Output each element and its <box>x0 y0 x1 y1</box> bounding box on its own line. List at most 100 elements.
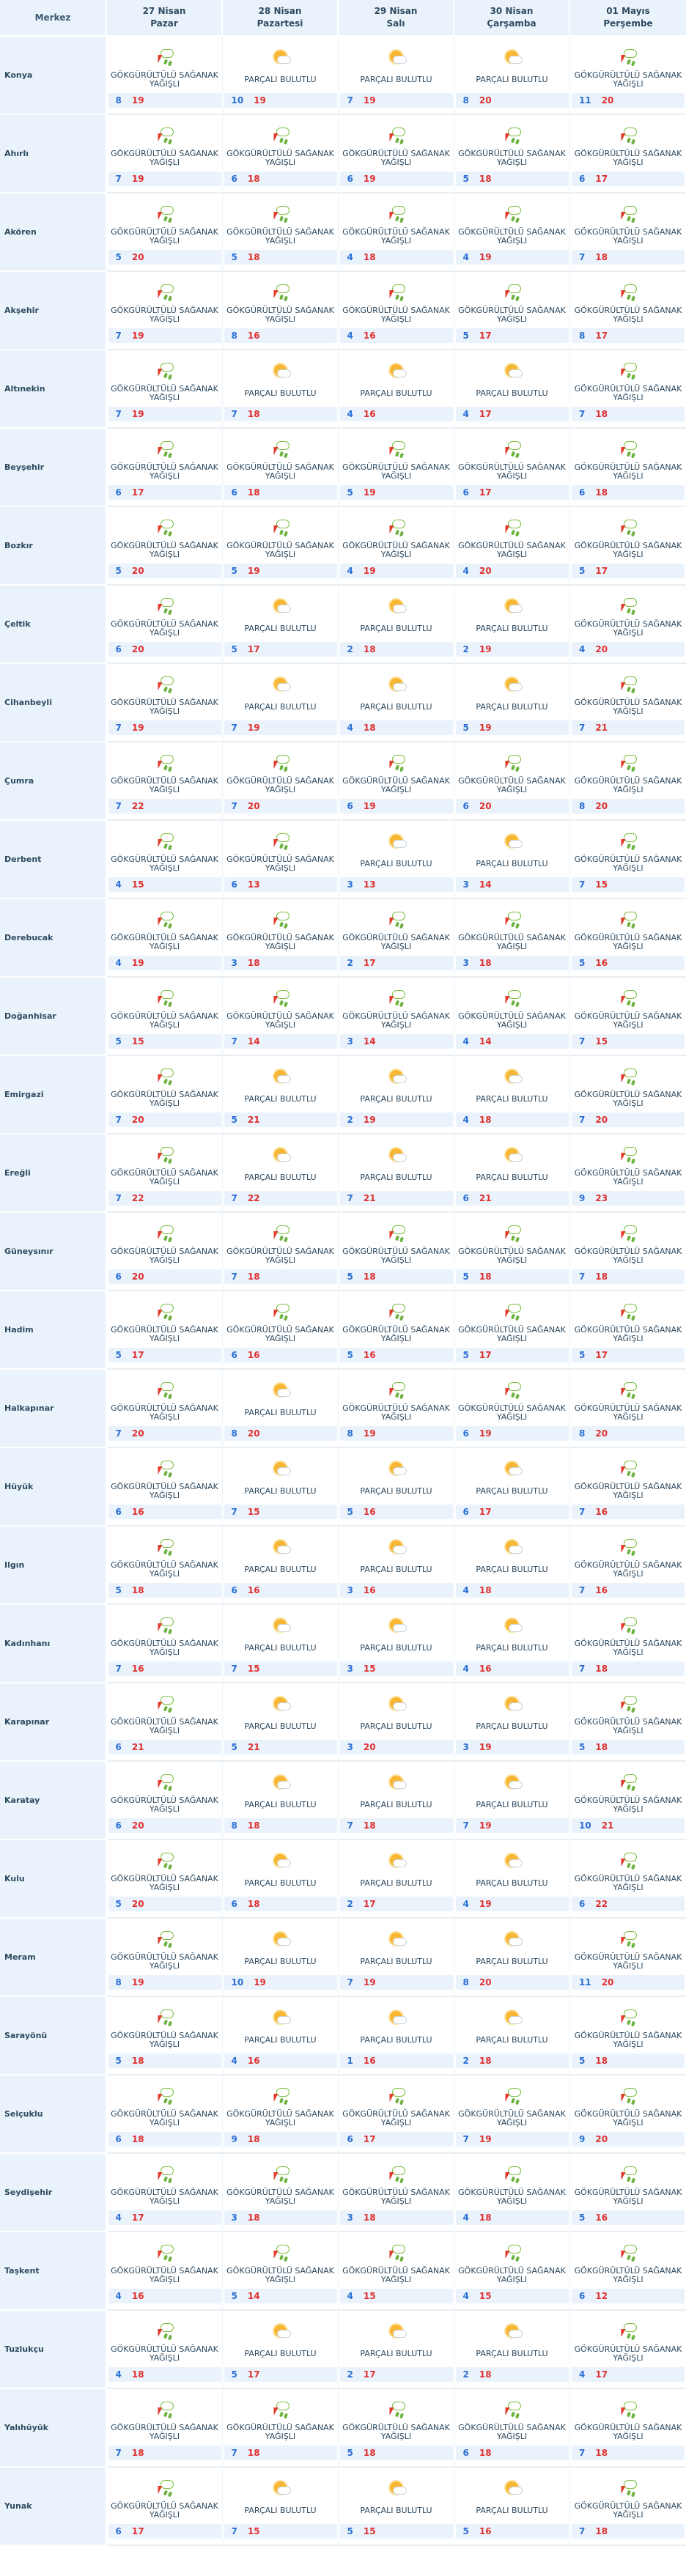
forecast-cell: PARÇALI BULUTLU 7 15 <box>223 2468 339 2546</box>
condition-text: PARÇALI BULUTLU <box>476 2349 548 2358</box>
city-name[interactable]: Tuzlukçu <box>0 2311 107 2389</box>
forecast-cell: GÖKGÜRÜLTÜLÜ SAĞANAK YAĞIŞLI 5 18 <box>570 1683 686 1762</box>
condition-text: PARÇALI BULUTLU <box>476 1486 548 1496</box>
forecast-cell: GÖKGÜRÜLTÜLÜ SAĞANAK YAĞIŞLI 8 16 <box>223 272 339 350</box>
thunderstorm-icon <box>618 2086 638 2106</box>
temperature-bar: 5 14 <box>224 2289 337 2303</box>
condition-text: GÖKGÜRÜLTÜLÜ SAĞANAK YAĞIŞLI <box>111 776 218 794</box>
forecast-cell: PARÇALI BULUTLU 4 16 <box>339 350 454 429</box>
max-temp: 19 <box>479 723 492 733</box>
city-name[interactable]: Güneysınır <box>0 1213 107 1291</box>
city-name[interactable]: Sarayönü <box>0 1997 107 2075</box>
max-temp: 16 <box>363 331 376 341</box>
city-name[interactable]: Ereğli <box>0 1134 107 1213</box>
max-temp: 19 <box>479 252 492 262</box>
city-name[interactable]: Halkapınar <box>0 1370 107 1448</box>
max-temp: 20 <box>479 801 492 811</box>
max-temp: 17 <box>131 2526 144 2536</box>
forecast-cell: GÖKGÜRÜLTÜLÜ SAĞANAK YAĞIŞLI 6 17 <box>107 2468 223 2546</box>
city-name[interactable]: Hadim <box>0 1291 107 1370</box>
table-row: Halkapınar GÖKGÜRÜLTÜLÜ SAĞANAK YAĞIŞLI 7 2… <box>0 1370 686 1448</box>
forecast-cell: PARÇALI BULUTLU 8 20 <box>454 1919 570 1997</box>
city-name[interactable]: Ilgın <box>0 1527 107 1605</box>
max-temp: 18 <box>479 2369 492 2380</box>
forecast-cell: GÖKGÜRÜLTÜLÜ SAĞANAK YAĞIŞLI 7 19 <box>107 350 223 429</box>
min-temp: 3 <box>462 1742 469 1752</box>
city-name[interactable]: Çumra <box>0 742 107 821</box>
temperature-bar: 6 17 <box>572 171 685 186</box>
max-temp: 18 <box>363 2213 376 2223</box>
forecast-cell: GÖKGÜRÜLTÜLÜ SAĞANAK YAĞIŞLI 6 20 <box>107 1213 223 1291</box>
thunderstorm-icon <box>270 2399 291 2420</box>
city-name[interactable]: Kulu <box>0 1840 107 1919</box>
max-temp: 18 <box>479 1585 492 1595</box>
city-name[interactable]: Konya <box>0 37 107 115</box>
min-temp: 5 <box>115 1350 122 1360</box>
max-temp: 18 <box>595 2448 608 2458</box>
city-name[interactable]: Karapınar <box>0 1683 107 1762</box>
city-name[interactable]: Beyşehir <box>0 429 107 507</box>
header-weekday: Perşembe <box>603 18 653 29</box>
city-name[interactable]: Emirgazi <box>0 1056 107 1134</box>
min-temp: 5 <box>231 2291 237 2301</box>
city-name[interactable]: Akören <box>0 193 107 272</box>
temperature-bar: 2 19 <box>339 1112 453 1127</box>
thunderstorm-icon <box>155 1302 175 1322</box>
header-day: 28 Nisan Pazartesi <box>223 0 339 37</box>
city-name[interactable]: Çeltik <box>0 586 107 664</box>
max-temp: 16 <box>479 1664 492 1674</box>
temperature-bar: 6 20 <box>108 1818 221 1833</box>
thunderstorm-icon <box>386 1302 407 1322</box>
forecast-cell: GÖKGÜRÜLTÜLÜ SAĞANAK YAĞIŞLI 6 20 <box>107 586 223 664</box>
city-name[interactable]: Yunak <box>0 2468 107 2546</box>
min-temp: 5 <box>347 1350 353 1360</box>
forecast-cell: PARÇALI BULUTLU 2 18 <box>454 1997 570 2075</box>
city-name[interactable]: Derbent <box>0 821 107 899</box>
city-name[interactable]: Yalıhüyük <box>0 2389 107 2468</box>
city-name[interactable]: Hüyük <box>0 1448 107 1527</box>
forecast-cell: PARÇALI BULUTLU 3 15 <box>339 1605 454 1683</box>
max-temp: 20 <box>595 801 608 811</box>
condition-text: GÖKGÜRÜLTÜLÜ SAĞANAK YAĞIŞLI <box>458 149 566 167</box>
forecast-cell: PARÇALI BULUTLU 4 16 <box>223 1997 339 2075</box>
min-temp: 4 <box>462 1899 469 1909</box>
city-name[interactable]: Akşehir <box>0 272 107 350</box>
forecast-cell: PARÇALI BULUTLU 5 17 <box>223 586 339 664</box>
city-name[interactable]: Ahırlı <box>0 115 107 193</box>
thunderstorm-icon <box>270 2243 291 2263</box>
thunderstorm-icon <box>618 1145 638 1165</box>
city-name[interactable]: Seydişehir <box>0 2154 107 2232</box>
city-name[interactable]: Karatay <box>0 1762 107 1840</box>
city-name[interactable]: Altınekin <box>0 350 107 429</box>
city-name[interactable]: Doğanhisar <box>0 978 107 1056</box>
temperature-bar: 7 15 <box>224 1505 337 1519</box>
max-temp: 16 <box>247 1585 260 1595</box>
city-name[interactable]: Bozkır <box>0 507 107 586</box>
condition-text: GÖKGÜRÜLTÜLÜ SAĞANAK YAĞIŞLI <box>342 2266 450 2284</box>
forecast-cell: PARÇALI BULUTLU 10 19 <box>223 37 339 115</box>
city-name[interactable]: Cihanbeyli <box>0 664 107 742</box>
city-name[interactable]: Derebucak <box>0 899 107 978</box>
city-name[interactable]: Meram <box>0 1919 107 1997</box>
city-name[interactable]: Selçuklu <box>0 2075 107 2154</box>
temperature-bar: 5 17 <box>455 1348 569 1362</box>
forecast-cell: GÖKGÜRÜLTÜLÜ SAĞANAK YAĞIŞLI 5 17 <box>570 1291 686 1370</box>
forecast-cell: GÖKGÜRÜLTÜLÜ SAĞANAK YAĞIŞLI 5 18 <box>107 1997 223 2075</box>
thunderstorm-icon <box>270 909 291 930</box>
temperature-bar: 9 18 <box>224 2132 337 2147</box>
city-name[interactable]: Taşkent <box>0 2232 107 2311</box>
temperature-bar: 5 16 <box>572 2210 685 2225</box>
min-temp: 2 <box>347 1899 353 1909</box>
condition-text: PARÇALI BULUTLU <box>476 1565 548 1574</box>
condition-text: GÖKGÜRÜLTÜLÜ SAĞANAK YAĞIŞLI <box>574 1325 682 1343</box>
condition-text: GÖKGÜRÜLTÜLÜ SAĞANAK YAĞIŞLI <box>458 2266 566 2284</box>
temperature-bar: 5 18 <box>339 1269 453 1284</box>
thunderstorm-icon <box>618 753 638 773</box>
condition-text: GÖKGÜRÜLTÜLÜ SAĞANAK YAĞIŞLI <box>111 698 218 716</box>
partly-cloudy-icon <box>502 596 523 616</box>
min-temp: 6 <box>115 2134 122 2144</box>
min-temp: 4 <box>462 566 469 576</box>
min-temp: 5 <box>579 958 586 968</box>
city-name[interactable]: Kadınhanı <box>0 1605 107 1683</box>
min-temp: 6 <box>347 2134 353 2144</box>
